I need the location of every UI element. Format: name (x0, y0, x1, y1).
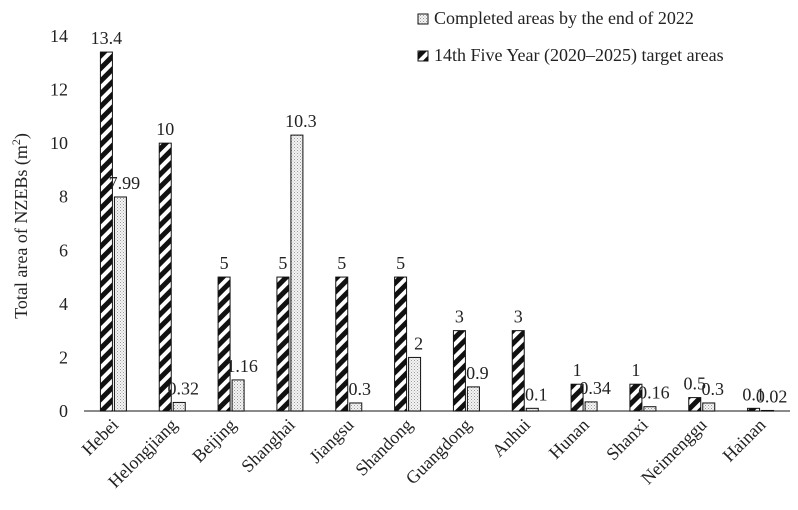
bar-target-shandong (394, 276, 408, 412)
legend-label-target: 14th Five Year (2020–2025) target areas (434, 45, 724, 66)
data-label-target: 10 (156, 119, 174, 139)
y-axis-title-main: Total area of NZEBs (m (11, 145, 32, 319)
bar-completed-neimenggu (702, 402, 716, 412)
bar-target-hebei (99, 51, 113, 412)
data-label-completed: 0.34 (579, 378, 611, 398)
x-tick-label-jiangsu: Jiangsu (305, 415, 357, 467)
y-tick-label: 2 (59, 347, 68, 367)
x-tick-label-hebei: Hebei (78, 415, 123, 460)
data-label-target: 5 (220, 253, 229, 273)
bar-completed-shanghai (290, 134, 304, 412)
data-label-target: 13.4 (91, 28, 123, 48)
bars (99, 51, 775, 412)
bar-target-beijing (217, 276, 231, 412)
bar-completed-hainan (761, 409, 775, 412)
legend-label-completed: Completed areas by the end of 2022 (434, 8, 694, 28)
data-labels: 13.47.99100.3251.16510.350.35230.930.110… (91, 28, 788, 406)
y-axis-title: Total area of NZEBs (m2) (9, 133, 32, 319)
bar-target-neimenggu (688, 397, 702, 412)
x-tick-label-anhui: Anhui (488, 415, 534, 461)
bar-target-hunan (570, 383, 584, 412)
data-label-completed: 0.32 (168, 378, 200, 398)
data-label-target: 3 (514, 307, 523, 327)
y-tick-label: 4 (59, 294, 68, 314)
data-label-target: 0.1 (742, 384, 765, 404)
x-tick-label-hunan: Hunan (545, 415, 593, 463)
data-label-target: 5 (337, 253, 346, 273)
data-label-completed: 1.16 (226, 356, 258, 376)
bar-completed-hebei (113, 196, 127, 412)
bar-target-shanghai (276, 276, 290, 412)
bar-completed-anhui (525, 407, 539, 412)
data-label-completed: 2 (414, 333, 423, 353)
bar-completed-beijing (231, 379, 245, 412)
data-label-target: 0.5 (684, 374, 707, 394)
data-label-completed: 0.3 (702, 379, 725, 399)
y-tick-label: 6 (59, 240, 68, 260)
bar-completed-guangdong (466, 386, 480, 412)
data-label-completed: 7.99 (109, 173, 141, 193)
bar-completed-jiangsu (349, 402, 363, 412)
y-tick-label: 12 (50, 80, 68, 100)
data-label-target: 3 (455, 307, 464, 327)
data-label-completed: 0.16 (638, 383, 670, 403)
bar-completed-shandong (408, 356, 422, 412)
data-label-target: 1 (573, 360, 582, 380)
legend-swatch-dotted (417, 13, 429, 25)
bar-completed-shanxi (643, 406, 657, 412)
data-label-completed: 0.02 (756, 386, 788, 406)
data-label-completed: 0.1 (525, 384, 548, 404)
y-axis-title-tail: ) (11, 133, 32, 139)
bar-target-hainan (747, 407, 761, 412)
bar-target-jiangsu (335, 276, 349, 412)
bar-completed-helongjiang (172, 401, 186, 412)
x-tick-label-shanxi: Shanxi (602, 415, 652, 465)
y-tick-label: 14 (50, 26, 68, 46)
bar-target-helongjiang (158, 142, 172, 412)
data-label-target: 1 (631, 360, 640, 380)
data-label-completed: 10.3 (285, 111, 317, 131)
data-label-completed: 0.3 (349, 379, 372, 399)
x-tick-label-hainan: Hainan (719, 415, 770, 466)
legend-swatch-hatch (417, 50, 429, 62)
bar-target-anhui (511, 330, 525, 412)
y-axis-ticks: 0 2 4 6 8 10 12 14 (50, 26, 68, 421)
bar-target-guangdong (452, 330, 466, 412)
data-label-completed: 0.9 (466, 363, 489, 383)
data-label-target: 5 (396, 253, 405, 273)
y-tick-label: 8 (59, 187, 68, 207)
y-axis-title-superscript: 2 (9, 139, 23, 145)
y-tick-label: 0 (59, 401, 68, 421)
legend: Completed areas by the end of 2022 14th … (417, 8, 724, 66)
svg-text:Total area of NZEBs (m2): Total area of NZEBs (m2) (9, 133, 32, 319)
bar-completed-hunan (584, 401, 598, 412)
data-label-target: 5 (278, 253, 287, 273)
bar-target-shanxi (629, 383, 643, 412)
x-tick-label-beijing: Beijing (188, 415, 240, 467)
x-tick-label-shanghai: Shanghai (237, 415, 299, 477)
y-tick-label: 10 (50, 133, 68, 153)
